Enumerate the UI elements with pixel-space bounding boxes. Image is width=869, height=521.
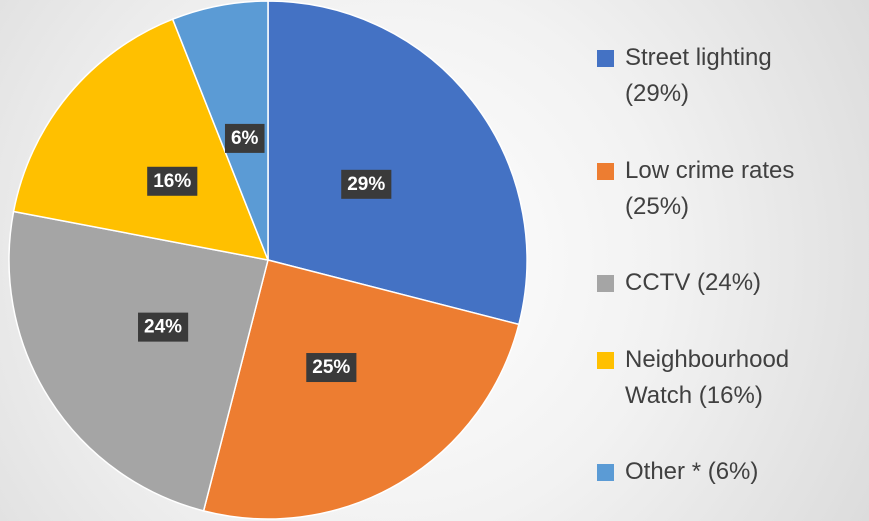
pie-slice (8, 210, 269, 512)
pie-slice (202, 259, 520, 520)
chart: 29% 25% 24% 16% 6% (8, 0, 528, 520)
legend-label: CCTV (24%) (625, 269, 762, 296)
legend-label: Other * (6%) (625, 458, 759, 485)
legend-swatch (597, 50, 614, 67)
legend-item: Neighbourhood Watch (16%) (597, 342, 857, 414)
pie-slice (267, 0, 528, 326)
legend-label: Neighbourhood Watch (16%) (625, 345, 790, 409)
legend-swatch (597, 162, 614, 180)
data-label-box (224, 123, 265, 153)
data-label: 6% (231, 128, 259, 149)
data-label: 24% (144, 317, 182, 338)
data-label-box (147, 166, 198, 196)
pie-slice (171, 0, 269, 261)
legend-swatch (597, 351, 614, 369)
legend-item: Street lighting (29%) (597, 40, 857, 112)
legend-label: Street lighting (29%) (625, 44, 772, 107)
data-label: 25% (312, 357, 350, 378)
legend-label: Low crime rates (25%) (625, 156, 795, 220)
data-label-box (138, 312, 189, 342)
legend-item: Low crime rates (25%) (597, 153, 857, 225)
legend-swatch (597, 275, 614, 292)
legend-item: CCTV (24%) (597, 265, 857, 301)
legend-item: Other * (6%) (597, 454, 857, 490)
pie-slice (12, 18, 270, 261)
data-label-box (341, 169, 392, 199)
data-label: 29% (347, 174, 385, 195)
data-label: 16% (153, 171, 191, 192)
legend: Street lighting (29%) Low crime rates (25… (597, 40, 857, 490)
data-label-box (306, 353, 357, 383)
legend-swatch (597, 464, 614, 481)
